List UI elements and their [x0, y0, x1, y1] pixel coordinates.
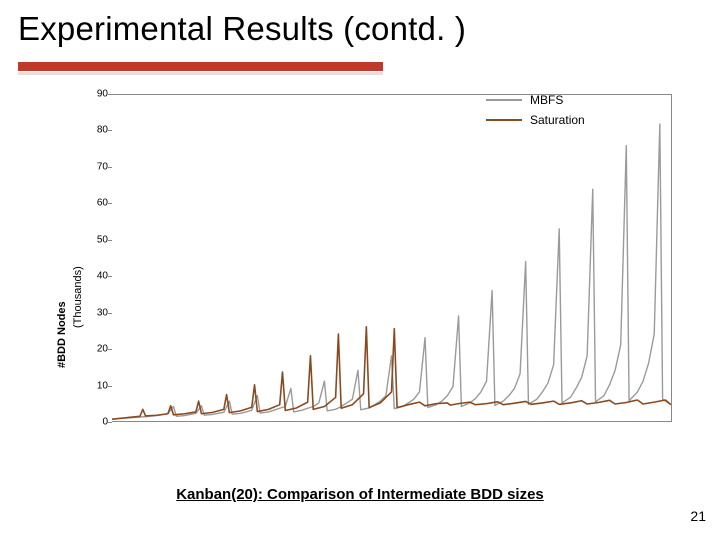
- legend-swatch: [486, 119, 522, 121]
- legend: MBFS Saturation: [486, 90, 656, 130]
- caption-text: Kanban(20): Comparison of Intermediate B…: [176, 486, 544, 503]
- y-tick-mark: [108, 203, 112, 204]
- plot-area: [112, 94, 672, 422]
- y-tick-mark: [108, 276, 112, 277]
- y-tick-label: 80: [97, 125, 108, 136]
- legend-swatch: [486, 99, 522, 101]
- legend-label: MBFS: [530, 93, 563, 107]
- y-tick-label: 90: [97, 89, 108, 100]
- y-tick-label: 40: [97, 271, 108, 282]
- y-tick-mark: [108, 313, 112, 314]
- legend-label: Saturation: [530, 113, 585, 127]
- slide: Experimental Results (contd. ) #BDD Node…: [0, 0, 720, 540]
- title-underline: [18, 62, 383, 75]
- y-tick-label: 20: [97, 344, 108, 355]
- y-tick-mark: [108, 94, 112, 95]
- y-axis-ticks: 0102030405060708090: [76, 94, 110, 422]
- y-tick-label: 60: [97, 198, 108, 209]
- y-tick-label: 70: [97, 161, 108, 172]
- y-tick-mark: [108, 130, 112, 131]
- legend-item: Saturation: [486, 110, 656, 130]
- page-number: 21: [690, 508, 706, 524]
- y-tick-label: 10: [97, 380, 108, 391]
- chart-lines: [112, 95, 671, 421]
- slide-title: Experimental Results (contd. ): [18, 10, 466, 48]
- legend-item: MBFS: [486, 90, 656, 110]
- caption: Kanban(20): Comparison of Intermediate B…: [0, 486, 720, 504]
- y-tick-mark: [108, 349, 112, 350]
- y-tick-label: 30: [97, 307, 108, 318]
- y-tick-label: 50: [97, 234, 108, 245]
- y-tick-mark: [108, 167, 112, 168]
- y-axis-label-main: #BDD Nodes: [56, 301, 68, 368]
- y-tick-mark: [108, 240, 112, 241]
- chart: #BDD Nodes (Thousands) 01020304050607080…: [46, 88, 686, 473]
- y-tick-mark: [108, 422, 112, 423]
- y-tick-mark: [108, 386, 112, 387]
